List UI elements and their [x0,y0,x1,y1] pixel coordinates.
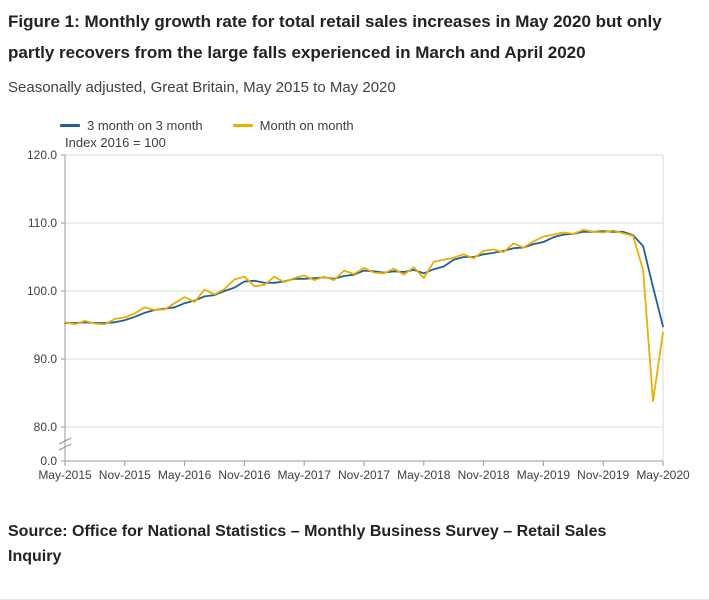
figure-subtitle: Seasonally adjusted, Great Britain, May … [8,79,396,96]
legend-line-swatch-blue [60,123,80,127]
legend-label-month-on-month: Month on month [259,117,354,133]
svg-text:100.0: 100.0 [27,284,57,298]
svg-text:0.0: 0.0 [40,454,57,468]
legend-item-month-on-month: Month on month [232,117,354,133]
svg-text:120.0: 120.0 [27,148,57,162]
svg-text:May-2015: May-2015 [38,468,92,482]
legend-line-swatch-yellow [232,123,253,127]
figure-title: Figure 1: Monthly growth rate for total … [8,12,662,62]
svg-text:Nov-2019: Nov-2019 [577,468,629,482]
svg-text:90.0: 90.0 [34,352,58,366]
svg-text:Index 2016 = 100: Index 2016 = 100 [65,136,166,150]
svg-text:May-2019: May-2019 [517,468,571,482]
legend-item-3m-on-3m: 3 month on 3 month [60,118,203,133]
svg-text:May-2017: May-2017 [278,468,332,482]
chart-area: 0.0 80.0 90.0 100.0 110.0 120.0 May-2015 Nov-20… [0,135,709,493]
retail-sales-line-chart: 0.0 80.0 90.0 100.0 110.0 120.0 May-2015 Nov-20… [27,135,690,482]
legend-label-3m-on-3m: 3 month on 3 month [87,117,203,133]
svg-text:May-2020: May-2020 [636,468,690,482]
svg-text:110.0: 110.0 [28,216,57,230]
svg-text:May-2018: May-2018 [397,468,451,482]
source-note: Source: Office for National Statistics –… [8,523,607,565]
chart-legend: 3 month on 3 month Month on month [60,117,709,133]
svg-text:Nov-2015: Nov-2015 [99,468,151,482]
svg-text:Nov-2017: Nov-2017 [338,468,390,482]
svg-text:May-2016: May-2016 [158,468,212,482]
svg-text:80.0: 80.0 [34,420,58,434]
svg-text:Nov-2018: Nov-2018 [458,468,510,482]
svg-text:Nov-2016: Nov-2016 [218,468,270,482]
